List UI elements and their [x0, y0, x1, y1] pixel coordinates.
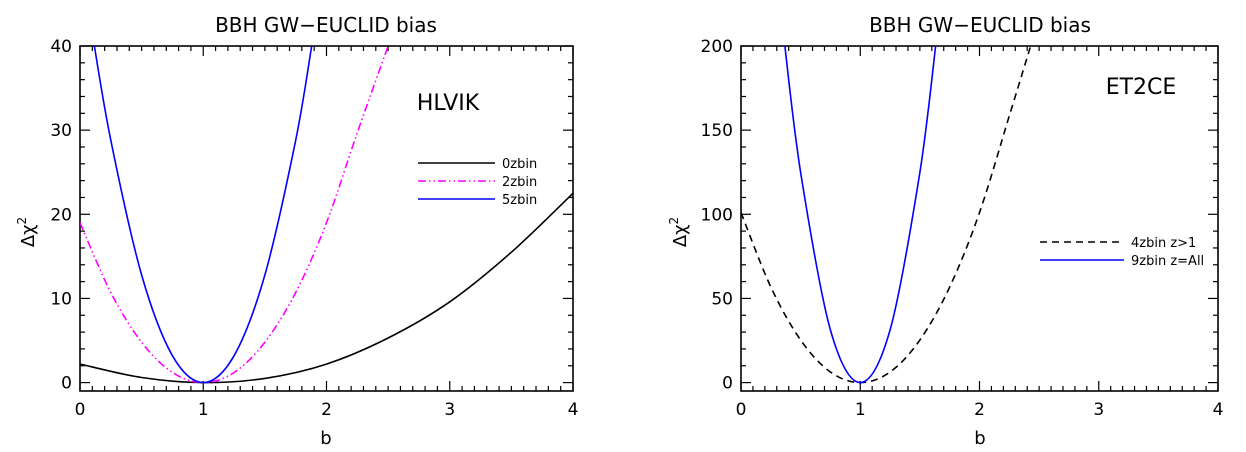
- x-tick-label: 3: [444, 400, 455, 420]
- y-tick-label: 150: [701, 121, 733, 141]
- y-axis-label-sup: 2: [15, 217, 29, 225]
- y-axis-label: Δχ2: [667, 217, 691, 247]
- chart-title: BBH GW−EUCLID bias: [869, 13, 1091, 37]
- legend-label: 4zbin z>1: [1131, 236, 1196, 251]
- y-axis-label-sup: 2: [667, 217, 681, 225]
- y-tick-label: 100: [701, 205, 733, 225]
- series-group: [80, 46, 573, 384]
- left-panel: BBH GW−EUCLID bias HLVIK b Δχ2 0 1 2 3 40102…: [15, 13, 579, 449]
- right-panel: BBH GW−EUCLID bias ET2CE b Δχ2 0 1 2 3 40501…: [667, 13, 1224, 449]
- y-tick-label: 40: [50, 37, 72, 57]
- series-line-2: [93, 46, 313, 384]
- y-tick-label: 30: [50, 121, 72, 141]
- x-tick-label: 0: [75, 400, 86, 420]
- y-tick-label: 10: [50, 289, 72, 309]
- series-line-1: [784, 46, 937, 384]
- legend: 4zbin z>1 9zbin z=All: [1040, 236, 1204, 269]
- chart-title: BBH GW−EUCLID bias: [215, 13, 437, 37]
- chart-annotation: ET2CE: [1106, 75, 1177, 100]
- legend-label: 9zbin z=All: [1131, 254, 1204, 269]
- y-tick-label: 200: [701, 37, 733, 57]
- series-line-0: [741, 46, 1032, 384]
- y-tick-label: 0: [722, 374, 733, 394]
- y-axis-label-main: Δχ: [670, 224, 691, 247]
- x-axis-label: b: [974, 428, 985, 448]
- x-tick-label: 1: [198, 400, 209, 420]
- x-tick-label: 1: [855, 400, 866, 420]
- legend-label: 5zbin: [502, 193, 537, 208]
- series-line-0: [80, 192, 573, 384]
- series-group: [741, 46, 1032, 384]
- legend-label: 0zbin: [502, 157, 537, 172]
- y-axis-label-main: Δχ: [18, 224, 39, 247]
- x-tick-label: 4: [1213, 400, 1224, 420]
- x-tick-label: 2: [974, 400, 985, 420]
- chart-annotation: HLVIK: [417, 91, 480, 116]
- y-tick-label: 20: [50, 205, 72, 225]
- x-tick-label: 2: [321, 400, 332, 420]
- legend-label: 2zbin: [502, 175, 537, 190]
- x-tick-label: 3: [1093, 400, 1104, 420]
- plot-frame: [79, 45, 574, 392]
- series-line-1: [80, 46, 389, 384]
- x-axis-label: b: [320, 428, 331, 448]
- legend: 0zbin 2zbin 5zbin: [418, 157, 537, 208]
- y-tick-label: 0: [61, 374, 72, 394]
- y-tick-label: 50: [711, 289, 733, 309]
- x-tick-label: 0: [736, 400, 747, 420]
- x-tick-label: 4: [568, 400, 579, 420]
- y-axis-label: Δχ2: [15, 217, 39, 247]
